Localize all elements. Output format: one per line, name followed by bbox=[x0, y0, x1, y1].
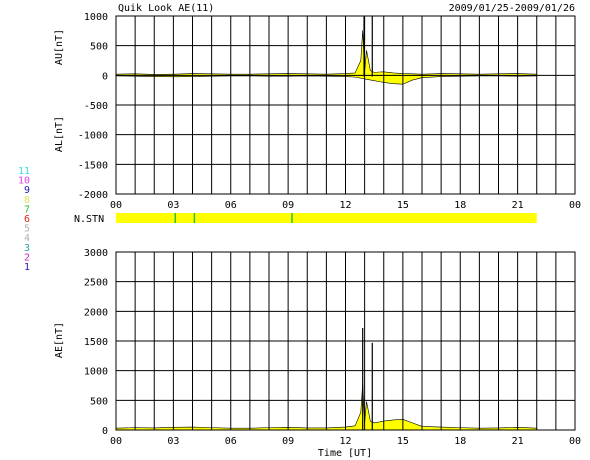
nstn-coverage bbox=[116, 213, 537, 223]
figure-title: Quik Look AE(11) bbox=[118, 3, 214, 14]
y-tick-label: 0 bbox=[102, 426, 108, 437]
x-tick-label: 06 bbox=[225, 200, 237, 211]
y-tick-label: 500 bbox=[90, 42, 108, 53]
station-legend-item: 11 bbox=[18, 166, 30, 177]
y-tick-label: 3000 bbox=[84, 248, 108, 259]
x-tick-label: 18 bbox=[454, 436, 466, 447]
x-tick-label: 06 bbox=[225, 436, 237, 447]
station-legend-item: 5 bbox=[24, 224, 30, 235]
x-tick-label: 15 bbox=[397, 200, 409, 211]
x-tick-label: 00 bbox=[110, 436, 122, 447]
x-tick-label: 15 bbox=[397, 436, 409, 447]
nstn-label: N.STN bbox=[74, 214, 104, 225]
y-tick-label: -1000 bbox=[78, 131, 108, 142]
y-tick-label: -500 bbox=[84, 101, 108, 112]
plot-frame bbox=[115, 251, 576, 431]
station-legend-item: 4 bbox=[24, 233, 30, 244]
y-tick-label: 2500 bbox=[84, 278, 108, 289]
station-legend-item: 1 bbox=[24, 262, 30, 273]
x-tick-label: 21 bbox=[512, 200, 524, 211]
station-legend-item: 6 bbox=[24, 214, 30, 225]
x-tick-label: 12 bbox=[339, 200, 351, 211]
nstn-bar bbox=[116, 213, 537, 223]
ae-axis-label: AE[nT] bbox=[54, 322, 65, 358]
x-tick-label: 00 bbox=[569, 436, 581, 447]
y-tick-label: -1500 bbox=[78, 160, 108, 171]
au-axis-label: AU[nT] bbox=[54, 29, 65, 65]
y-tick-label: 2000 bbox=[84, 307, 108, 318]
y-tick-label: -2000 bbox=[78, 190, 108, 201]
x-tick-label: 00 bbox=[110, 200, 122, 211]
x-tick-label: 21 bbox=[512, 436, 524, 447]
x-tick-label: 03 bbox=[167, 200, 179, 211]
x-tick-label: 00 bbox=[569, 200, 581, 211]
series-area-0 bbox=[115, 382, 538, 431]
station-legend-item: 3 bbox=[24, 243, 30, 254]
station-legend-item: 7 bbox=[24, 204, 30, 215]
station-legend-item: 2 bbox=[24, 252, 30, 263]
station-legend-item: 9 bbox=[24, 185, 30, 196]
y-tick-label: 1000 bbox=[84, 367, 108, 378]
x-tick-label: 09 bbox=[282, 436, 294, 447]
x-tick-label: 03 bbox=[167, 436, 179, 447]
figure-date-range: 2009/01/25-2009/01/26 bbox=[449, 3, 575, 14]
plot-frame bbox=[115, 15, 576, 195]
y-tick-label: 500 bbox=[90, 396, 108, 407]
x-tick-label: 12 bbox=[339, 436, 351, 447]
y-tick-label: 1000 bbox=[84, 12, 108, 23]
y-tick-label: 0 bbox=[102, 71, 108, 82]
y-tick-label: 1500 bbox=[84, 337, 108, 348]
station-legend-item: 10 bbox=[18, 176, 30, 187]
station-legend-item: 8 bbox=[24, 195, 30, 206]
x-tick-label: 18 bbox=[454, 200, 466, 211]
time-axis-label: Time [UT] bbox=[318, 448, 372, 459]
series-area-1 bbox=[115, 75, 538, 85]
al-axis-label: AL[nT] bbox=[54, 116, 65, 152]
x-tick-label: 09 bbox=[282, 200, 294, 211]
